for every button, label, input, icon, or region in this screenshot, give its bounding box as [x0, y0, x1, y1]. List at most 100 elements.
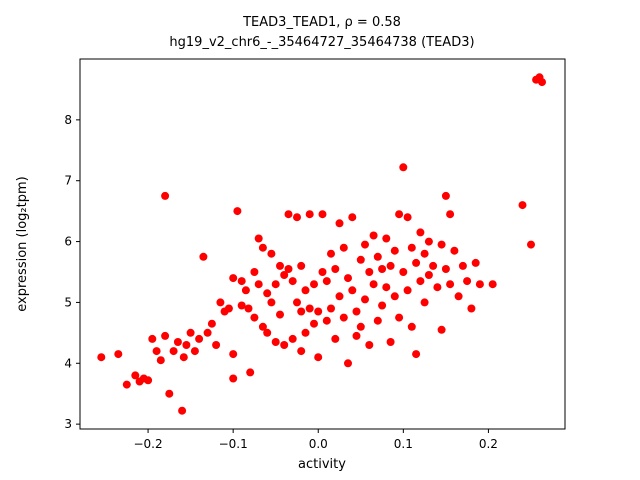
data-point — [348, 286, 357, 295]
data-point — [169, 347, 178, 356]
data-point — [339, 313, 348, 322]
data-point — [297, 307, 306, 316]
data-point — [284, 210, 293, 219]
data-point — [254, 280, 263, 289]
y-tick-label: 4 — [64, 356, 72, 370]
x-axis-ticks: −0.2 −0.1 0.0 0.1 0.2 — [133, 429, 498, 451]
data-point — [532, 75, 541, 84]
data-point — [250, 313, 259, 322]
data-point — [390, 246, 399, 255]
data-point — [216, 298, 225, 307]
data-point — [258, 243, 267, 252]
data-point — [250, 268, 259, 276]
data-point — [331, 334, 340, 343]
data-point — [450, 246, 459, 255]
data-point — [395, 210, 404, 219]
data-point — [212, 341, 221, 349]
x-tick-label: −0.1 — [219, 437, 248, 451]
y-axis-label: expression (log₂tpm) — [15, 176, 30, 311]
data-point — [276, 261, 284, 270]
data-point — [114, 350, 123, 359]
data-point — [424, 237, 433, 246]
data-point — [407, 322, 416, 331]
data-point — [229, 374, 238, 383]
data-point — [454, 292, 463, 301]
data-point — [237, 277, 246, 286]
data-point — [369, 231, 378, 240]
data-point — [390, 292, 399, 301]
data-point — [403, 213, 412, 222]
data-point — [386, 261, 395, 270]
data-point — [339, 243, 348, 252]
data-point — [152, 347, 161, 356]
data-point — [429, 261, 438, 270]
data-point — [182, 341, 191, 349]
data-point — [305, 210, 314, 219]
data-point — [331, 265, 340, 273]
x-tick-label: 0.1 — [394, 437, 413, 451]
data-point — [322, 316, 331, 325]
data-point — [441, 191, 450, 200]
data-point — [271, 338, 280, 346]
data-point — [318, 210, 327, 219]
data-point — [293, 213, 301, 222]
data-point — [327, 249, 335, 258]
y-tick-label: 7 — [64, 174, 72, 188]
data-point — [365, 341, 374, 349]
data-point — [288, 277, 297, 286]
data-point — [254, 234, 263, 243]
data-point — [403, 286, 412, 295]
data-point — [437, 325, 446, 334]
data-point — [195, 334, 204, 343]
data-point — [301, 286, 310, 295]
data-point — [148, 334, 157, 343]
data-point — [399, 163, 408, 172]
data-point — [356, 322, 365, 331]
data-point — [297, 347, 306, 356]
data-point — [156, 356, 165, 365]
data-point — [263, 289, 272, 298]
data-point — [322, 277, 331, 286]
data-point — [267, 249, 276, 258]
data-point — [284, 265, 293, 273]
data-point — [382, 234, 391, 243]
data-point — [382, 283, 391, 292]
data-point — [178, 406, 187, 415]
data-point — [335, 292, 344, 301]
data-point — [131, 371, 140, 380]
chart-subtitle: hg19_v2_chr6_-_35464727_35464738 (TEAD3) — [169, 35, 474, 50]
data-point — [310, 280, 318, 289]
data-point — [276, 310, 284, 319]
data-point — [437, 240, 446, 249]
data-point — [314, 307, 323, 316]
data-point — [122, 380, 131, 389]
data-point — [179, 353, 188, 362]
data-point — [446, 210, 455, 219]
data-point — [244, 304, 253, 313]
y-axis-ticks: 3 4 5 6 7 8 — [64, 113, 80, 431]
data-point — [412, 258, 421, 267]
data-point — [369, 280, 378, 289]
data-point — [310, 319, 318, 328]
y-tick-label: 8 — [64, 113, 72, 127]
x-tick-label: −0.2 — [133, 437, 162, 451]
data-point — [233, 207, 242, 216]
data-point — [412, 350, 421, 359]
data-point — [441, 265, 450, 273]
data-point — [241, 286, 250, 295]
data-point — [305, 304, 314, 313]
data-point — [161, 191, 170, 200]
data-point — [258, 322, 267, 331]
data-point — [467, 304, 476, 313]
data-point — [293, 298, 301, 307]
data-point — [395, 313, 404, 322]
data-point — [271, 280, 280, 289]
plot-border — [79, 58, 566, 430]
data-point — [237, 301, 246, 310]
data-point — [165, 389, 174, 398]
data-point — [378, 265, 387, 273]
chart-title: TEAD3_TEAD1, ρ = 0.58 — [242, 15, 401, 30]
data-point — [527, 240, 535, 249]
